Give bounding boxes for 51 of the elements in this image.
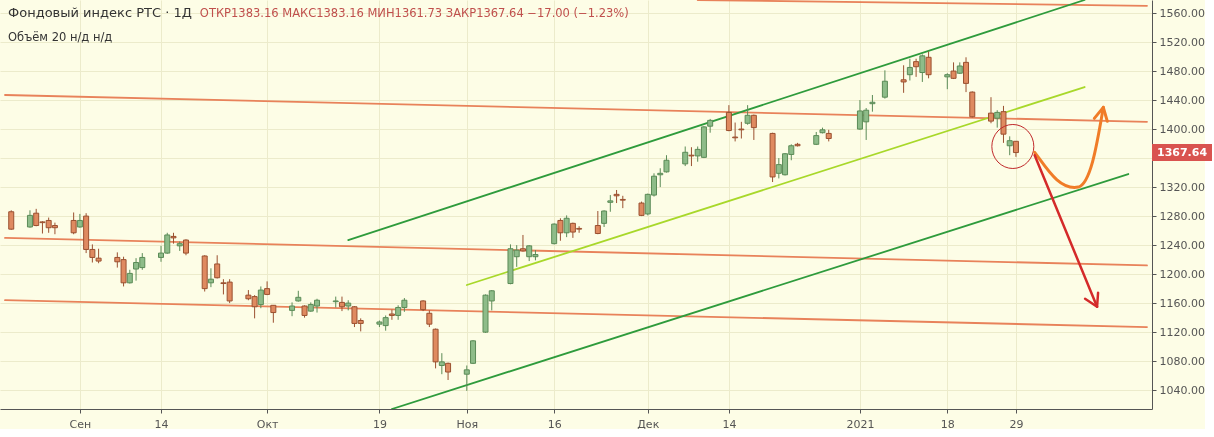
candlestick — [463, 364, 470, 392]
candlestick — [438, 352, 445, 375]
candlestick — [913, 58, 920, 78]
chart-title: Фондовый индекс РТС · 1Д — [8, 5, 192, 20]
candlestick — [963, 56, 970, 93]
y-tick-label: 1400.00 — [1159, 122, 1205, 136]
y-tick-label: 1040.00 — [1159, 383, 1205, 397]
text: 1367.64 — [1152, 143, 1213, 161]
x-tick-label: Окт — [256, 417, 280, 431]
x-tick-label: 19 — [372, 417, 387, 431]
x-tick-label: 14 — [154, 417, 169, 431]
candlestick — [257, 285, 264, 309]
text: ОТКР1383.16 МАКС1383.16 МИН1361.73 ЗАКР1367.64 −17.00 (−1.23%) — [199, 6, 629, 20]
x-tick-label: 2021 — [846, 417, 875, 431]
x-tick-label: 18 — [940, 417, 955, 431]
x-tick-label: 16 — [547, 417, 562, 431]
candlestick — [732, 122, 739, 142]
y-tick-label: 1440.00 — [1159, 93, 1205, 107]
y-tick-label: 1080.00 — [1159, 354, 1205, 368]
annotation: Объём 20 н/д н/д — [8, 30, 113, 44]
candlestick — [70, 211, 77, 235]
candlestick — [1006, 135, 1013, 156]
candlestick — [925, 50, 932, 79]
y-tick-label: 1320.00 — [1159, 180, 1205, 194]
candlestick — [919, 53, 926, 83]
candlestick — [906, 58, 913, 81]
y-tick-label: 1160.00 — [1159, 296, 1205, 310]
candlestick — [900, 64, 907, 94]
y-tick-label: 1280.00 — [1159, 209, 1205, 223]
candlestick — [987, 96, 994, 124]
candlestick — [688, 146, 695, 167]
y-tick-label: 1240.00 — [1159, 238, 1205, 252]
x-tick-label: Ноя — [456, 417, 479, 431]
x-tick-label: Дек — [637, 417, 660, 431]
candlestick — [289, 301, 296, 317]
candlestick — [388, 309, 395, 321]
candlestick — [8, 209, 15, 231]
candlestick — [682, 145, 689, 167]
x-tick-label: 29 — [1009, 417, 1024, 431]
candlestick — [881, 69, 888, 100]
y-tick-label: 1200.00 — [1159, 267, 1205, 281]
candlestick — [563, 214, 570, 238]
candlestick — [264, 280, 271, 296]
y-tick-label: 1120.00 — [1159, 325, 1205, 339]
y-tick-label: 1560.00 — [1159, 6, 1205, 20]
candlestick — [557, 217, 564, 242]
x-tick-label: 14 — [722, 417, 737, 431]
x-tick-label: Сен — [69, 417, 92, 431]
y-tick-label: 1480.00 — [1159, 64, 1205, 78]
y-tick-label: 1520.00 — [1159, 35, 1205, 49]
candlestick — [744, 104, 751, 126]
